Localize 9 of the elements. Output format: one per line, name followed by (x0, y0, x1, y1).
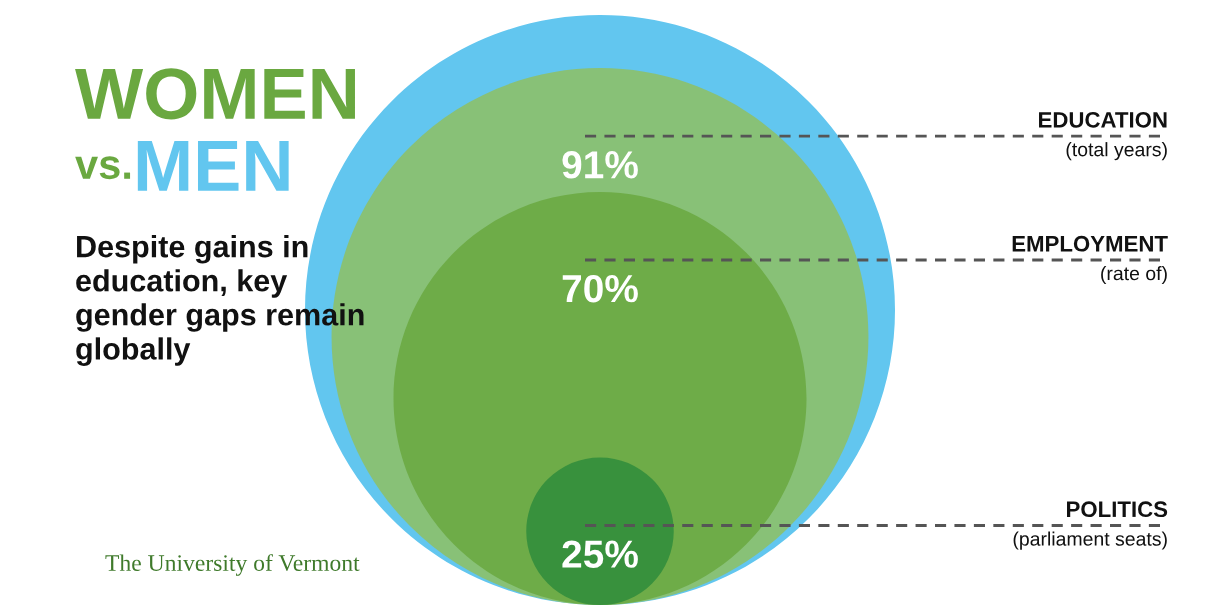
data-label: 25% (562, 540, 638, 568)
category-label: EDUCATION (total years) (1039, 111, 1167, 161)
text: WOMEN vs.MEN (75, 68, 355, 191)
data-label: 91% (562, 151, 638, 179)
category-label: EMPLOYMENT (rate of) (1012, 235, 1168, 285)
text: Despite gains in education, key gender gaps remain globally (76, 235, 364, 366)
data-label: 70% (562, 274, 638, 303)
category-label: POLITICS (parliament seats) (1013, 501, 1168, 550)
text: The University of Vermont (105, 554, 360, 576)
